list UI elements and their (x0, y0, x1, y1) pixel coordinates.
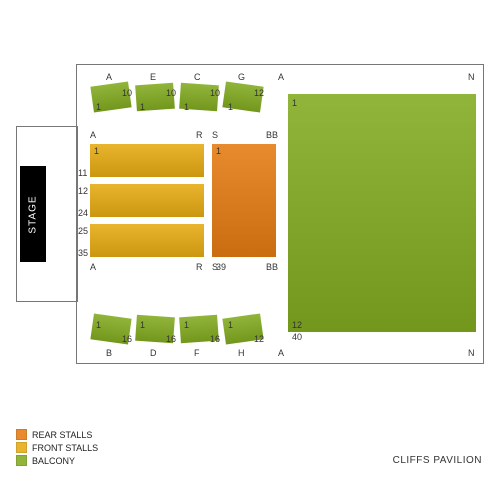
seat-label: A (278, 72, 284, 82)
seat-label: 1 (96, 102, 101, 112)
seat-label: 1 (96, 320, 101, 330)
seat-label: 24 (78, 208, 88, 218)
seat-label: 1 (184, 102, 189, 112)
front-stalls-1[interactable] (90, 144, 204, 177)
seat-label: 1 (228, 320, 233, 330)
legend: REAR STALLS FRONT STALLS BALCONY (16, 427, 98, 466)
seat-label: 1 (228, 102, 233, 112)
rear-stalls[interactable] (212, 144, 276, 257)
venue-name: CLIFFS PAVILION (393, 455, 482, 466)
legend-swatch (16, 429, 27, 440)
seat-label: 16 (122, 334, 132, 344)
balcony-main[interactable] (288, 94, 476, 332)
seat-label: 16 (166, 334, 176, 344)
seat-label: 35 (78, 248, 88, 258)
seat-label: 1 (140, 102, 145, 112)
seat-label: 10 (166, 88, 176, 98)
legend-row: BALCONY (16, 455, 98, 466)
seat-label: 1 (94, 146, 99, 156)
seat-label: S (212, 130, 218, 140)
seat-label: A (106, 72, 112, 82)
seat-label: A (90, 130, 96, 140)
seat-label: H (238, 348, 245, 358)
seat-label: F (194, 348, 200, 358)
seating-map: STAGEAECG110110110112AN11240ANARSBBARSBB… (16, 64, 484, 364)
seat-label: D (150, 348, 157, 358)
front-stalls-2[interactable] (90, 184, 204, 217)
seat-label: 1 (292, 98, 297, 108)
legend-swatch (16, 455, 27, 466)
seat-label: 12 (78, 186, 88, 196)
seat-label: 25 (78, 226, 88, 236)
seat-label: 1 (140, 320, 145, 330)
seat-label: E (150, 72, 156, 82)
seat-label: BB (266, 130, 278, 140)
legend-label: FRONT STALLS (32, 443, 98, 453)
seat-label: N (468, 348, 475, 358)
seat-label: 1 (184, 320, 189, 330)
seat-label: 10 (122, 88, 132, 98)
seat-label: N (468, 72, 475, 82)
seat-label: 40 (292, 332, 302, 342)
seat-label: C (194, 72, 201, 82)
front-stalls-3[interactable] (90, 224, 204, 257)
seat-label: 10 (210, 88, 220, 98)
seat-label: BB (266, 262, 278, 272)
seat-label: A (278, 348, 284, 358)
seat-label: G (238, 72, 245, 82)
legend-label: REAR STALLS (32, 430, 92, 440)
seat-label: 12 (254, 88, 264, 98)
stage: STAGE (20, 166, 46, 262)
legend-row: REAR STALLS (16, 429, 98, 440)
seat-label: 39 (216, 262, 226, 272)
seat-label: A (90, 262, 96, 272)
seat-label: R (196, 262, 203, 272)
legend-label: BALCONY (32, 456, 75, 466)
legend-swatch (16, 442, 27, 453)
seat-label: B (106, 348, 112, 358)
seat-label: 12 (254, 334, 264, 344)
legend-row: FRONT STALLS (16, 442, 98, 453)
seat-label: 11 (78, 168, 87, 178)
seat-label: 16 (210, 334, 220, 344)
seat-label: R (196, 130, 203, 140)
seat-label: 1 (216, 146, 221, 156)
seat-label: 12 (292, 320, 302, 330)
